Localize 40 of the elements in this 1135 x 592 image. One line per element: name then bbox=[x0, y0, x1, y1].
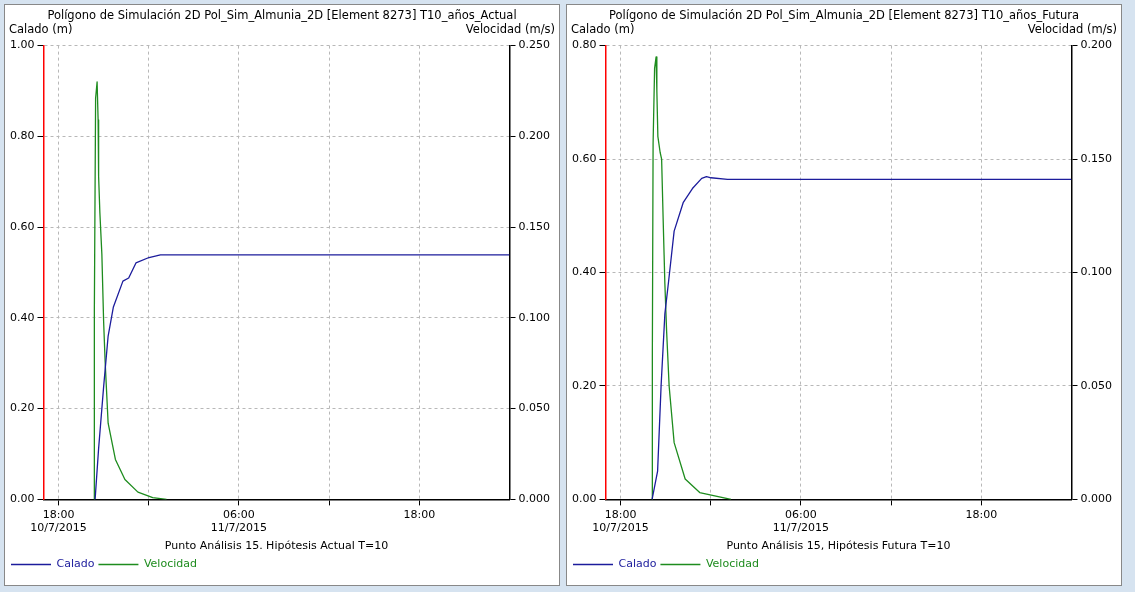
y2-axis-title: Velocidad (m/s) bbox=[465, 22, 555, 36]
x-axis-title: Punto Análisis 15, Hipótesis Futura T=10 bbox=[726, 539, 951, 553]
y-tick-label: 1.00 bbox=[9, 38, 35, 52]
y-tick-label: 0.40 bbox=[571, 265, 597, 279]
y-tick-label: 0.60 bbox=[9, 219, 35, 233]
y-tick-label: 0.40 bbox=[9, 310, 35, 324]
y2-tick-label: 0.000 bbox=[1080, 492, 1113, 506]
y2-tick-label: 0.200 bbox=[1080, 38, 1113, 52]
y2-tick-label: 0.150 bbox=[518, 219, 551, 233]
x-tick-label: 18:00 10/7/2015 bbox=[592, 507, 649, 535]
y2-tick-label: 0.100 bbox=[1080, 265, 1113, 279]
chart-title: Polígono de Simulación 2D Pol_Sim_Almunia_2D [Element 8273] T10_años_Futura bbox=[608, 7, 1080, 22]
x-tick-label: 18:00 bbox=[403, 507, 436, 521]
y2-axis-title: Velocidad (m/s) bbox=[1027, 22, 1117, 36]
y2-tick-label: 0.050 bbox=[518, 401, 551, 415]
y-tick-label: 0.20 bbox=[9, 401, 35, 415]
x-tick-label: 18:00 bbox=[965, 507, 998, 521]
x-tick-label: 06:00 11/7/2015 bbox=[772, 507, 830, 535]
y2-tick-label: 0.250 bbox=[518, 38, 551, 52]
legend-label: Velocidad bbox=[143, 557, 197, 571]
y-axis-title: Calado (m) bbox=[571, 22, 635, 36]
legend-label: Velocidad bbox=[705, 557, 759, 571]
y-tick-label: 0.20 bbox=[571, 378, 597, 392]
y2-tick-label: 0.000 bbox=[518, 492, 551, 506]
y-axis-title: Calado (m) bbox=[9, 22, 73, 36]
y-tick-label: 0.60 bbox=[571, 151, 597, 165]
y-tick-label: 0.00 bbox=[9, 492, 35, 506]
x-axis-title: Punto Análisis 15. Hipótesis Actual T=10 bbox=[164, 539, 389, 553]
y2-tick-label: 0.200 bbox=[518, 129, 551, 143]
y2-tick-label: 0.050 bbox=[1080, 378, 1113, 392]
y-tick-label: 0.80 bbox=[571, 38, 597, 52]
legend-label: Calado bbox=[618, 557, 657, 571]
x-tick-label: 18:00 10/7/2015 bbox=[30, 507, 87, 535]
y2-tick-label: 0.150 bbox=[1080, 151, 1113, 165]
y-tick-label: 0.00 bbox=[571, 492, 597, 506]
y2-tick-label: 0.100 bbox=[518, 310, 551, 324]
x-tick-label: 06:00 11/7/2015 bbox=[210, 507, 268, 535]
legend-label: Calado bbox=[56, 557, 95, 571]
chart-title: Polígono de Simulación 2D Pol_Sim_Almunia_2D [Element 8273] T10_años_Actual bbox=[46, 7, 518, 22]
y-tick-label: 0.80 bbox=[9, 129, 35, 143]
